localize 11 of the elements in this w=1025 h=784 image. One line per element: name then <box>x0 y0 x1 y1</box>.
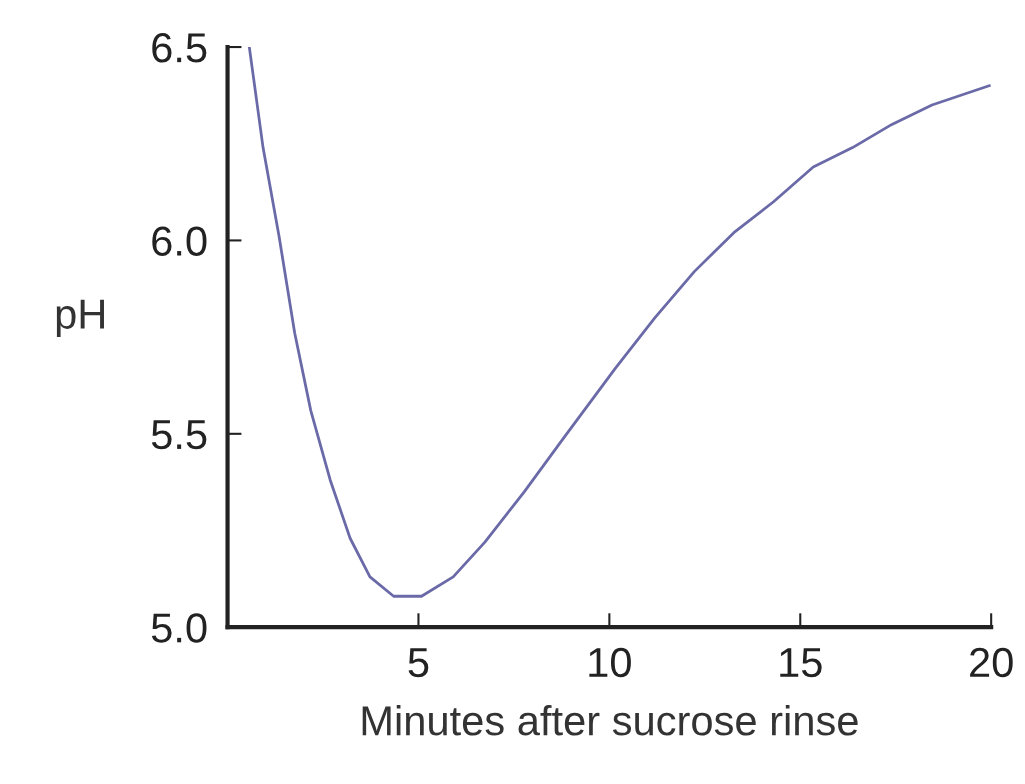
x-tick-label: 10 <box>589 647 631 678</box>
line-series <box>247 47 991 598</box>
x-axis-title: Minutes after sucrose rinse <box>362 704 858 736</box>
x-tick-label: 20 <box>970 647 1013 678</box>
y-axis-title: pH <box>56 299 104 338</box>
x-tick-label: 15 <box>780 648 822 678</box>
y-tick-label: 5.0 <box>151 613 207 643</box>
y-tick-label: 6.0 <box>152 226 207 256</box>
y-tick-label: 5.5 <box>151 420 207 450</box>
x-tick-label: 5 <box>408 648 429 678</box>
y-tick-label: 6.5 <box>152 33 207 63</box>
